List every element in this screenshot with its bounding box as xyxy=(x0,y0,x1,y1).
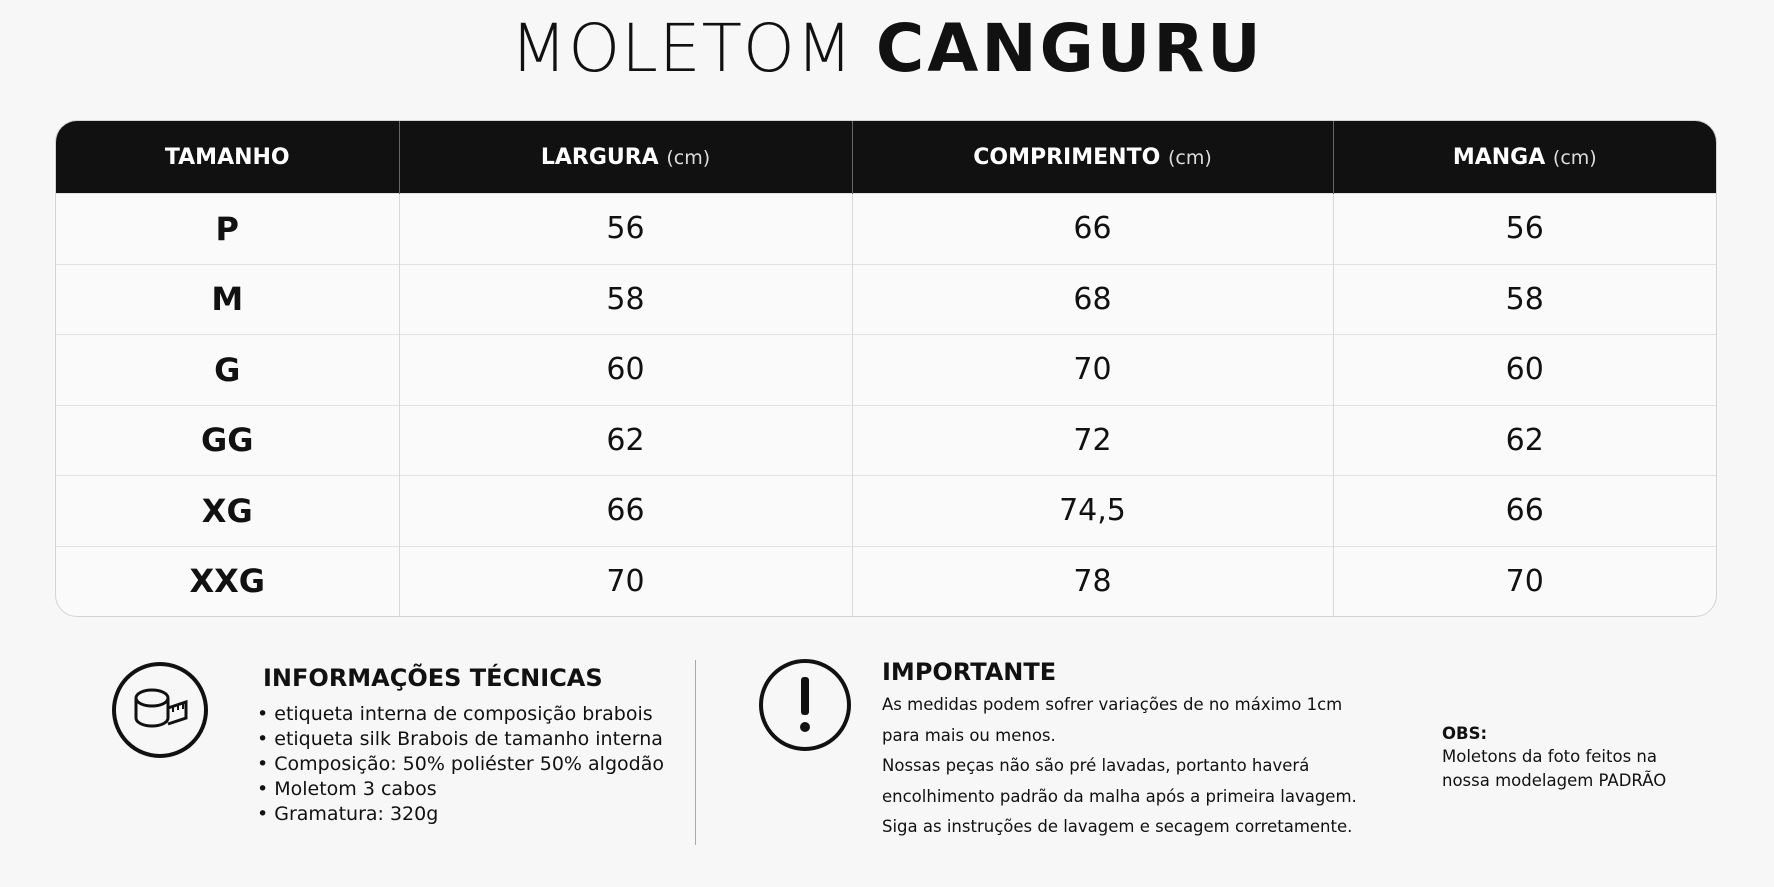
table-cell: 66 xyxy=(851,193,1333,265)
info-item: Composição: 50% poliéster 50% algodão xyxy=(257,753,664,775)
header-name: TAMANHO xyxy=(164,144,290,170)
table-cell: 74,5 xyxy=(851,475,1333,547)
important-line: encolhimento padrão da malha após a prim… xyxy=(882,786,1357,806)
obs-line: nossa modelagem PADRÃO xyxy=(1442,771,1667,790)
header-cell: MANGA (cm) xyxy=(1332,121,1716,194)
table-cell: 60 xyxy=(1332,334,1716,406)
important-line: para mais ou menos. xyxy=(882,725,1056,745)
tape-icon xyxy=(112,662,208,758)
table-row: XXG 70 78 70 xyxy=(56,545,1716,616)
obs-label: OBS: xyxy=(1442,724,1488,743)
header-name: MANGA xyxy=(1452,144,1546,170)
table-cell: G xyxy=(56,334,399,406)
title: MOLETOM CANGURU xyxy=(0,10,1774,87)
table-cell: 62 xyxy=(398,404,852,476)
table-cell: 70 xyxy=(851,334,1333,406)
divider xyxy=(695,660,696,845)
important-line: Siga as instruções de lavagem e secagem … xyxy=(882,817,1353,836)
table-cell: XXG xyxy=(56,545,399,616)
table-cell: 66 xyxy=(398,475,852,547)
table-row: P 56 66 56 xyxy=(56,193,1716,265)
header-unit: (cm) xyxy=(666,146,711,169)
table-cell: XG xyxy=(56,475,399,547)
info-item: Moletom 3 cabos xyxy=(257,778,436,800)
table-cell: 56 xyxy=(398,193,852,265)
table-cell: 56 xyxy=(1332,193,1716,265)
header-cell: TAMANHO xyxy=(56,121,399,194)
header-cell: COMPRIMENTO (cm) xyxy=(851,121,1333,194)
table-cell: 66 xyxy=(1332,475,1716,547)
size-table: TAMANHO LARGURA (cm) COMPRIMENTO (cm) MANGA… xyxy=(55,120,1717,617)
important-line: As medidas podem sofrer variações de no … xyxy=(882,695,1343,714)
title-bold: CANGURU xyxy=(875,10,1264,87)
header-unit: (cm) xyxy=(1552,146,1597,169)
table-cell: 60 xyxy=(398,334,852,406)
important-title: IMPORTANTE xyxy=(882,658,1057,686)
header-cell: LARGURA (cm) xyxy=(398,121,852,194)
table-cell: 62 xyxy=(1332,404,1716,476)
table-row: GG 62 72 62 xyxy=(56,404,1716,476)
table: TAMANHO LARGURA (cm) COMPRIMENTO (cm) MANGA… xyxy=(56,121,1716,616)
header-unit: (cm) xyxy=(1167,146,1212,169)
info-title: INFORMAÇÕES TÉCNICAS xyxy=(263,664,603,692)
obs-line: Moletons da foto feitos na xyxy=(1442,747,1657,766)
table-body: P 56 66 56 M 58 68 58 G 60 70 60 GG 62 72 62 XG 66 74,5 66 X… xyxy=(56,193,1716,616)
table-cell: 70 xyxy=(398,545,852,616)
table-cell: GG xyxy=(56,404,399,476)
warning-icon xyxy=(759,659,851,751)
info-item: Gramatura: 320g xyxy=(257,803,438,825)
header-name: COMPRIMENTO xyxy=(973,144,1161,170)
header-row: TAMANHO LARGURA (cm) COMPRIMENTO (cm) MANGA… xyxy=(56,121,1716,194)
table-cell: P xyxy=(56,193,399,265)
info-item: etiqueta interna de composição brabois xyxy=(257,703,652,725)
table-cell: 68 xyxy=(851,263,1333,335)
table-row: G 60 70 60 xyxy=(56,334,1716,406)
table-cell: 58 xyxy=(1332,263,1716,335)
table-row: M 58 68 58 xyxy=(56,263,1716,335)
important-line: Nossas peças não são pré lavadas, portan… xyxy=(882,756,1310,775)
table-cell: 58 xyxy=(398,263,852,335)
table-cell: 70 xyxy=(1332,545,1716,616)
table-cell: 78 xyxy=(851,545,1333,616)
table-row: XG 66 74,5 66 xyxy=(56,475,1716,547)
title-light: MOLETOM xyxy=(510,10,854,87)
header-name: LARGURA xyxy=(540,144,659,170)
info-item: etiqueta silk Brabois de tamanho interna xyxy=(257,728,663,750)
table-cell: 72 xyxy=(851,404,1333,476)
table-cell: M xyxy=(56,263,399,335)
